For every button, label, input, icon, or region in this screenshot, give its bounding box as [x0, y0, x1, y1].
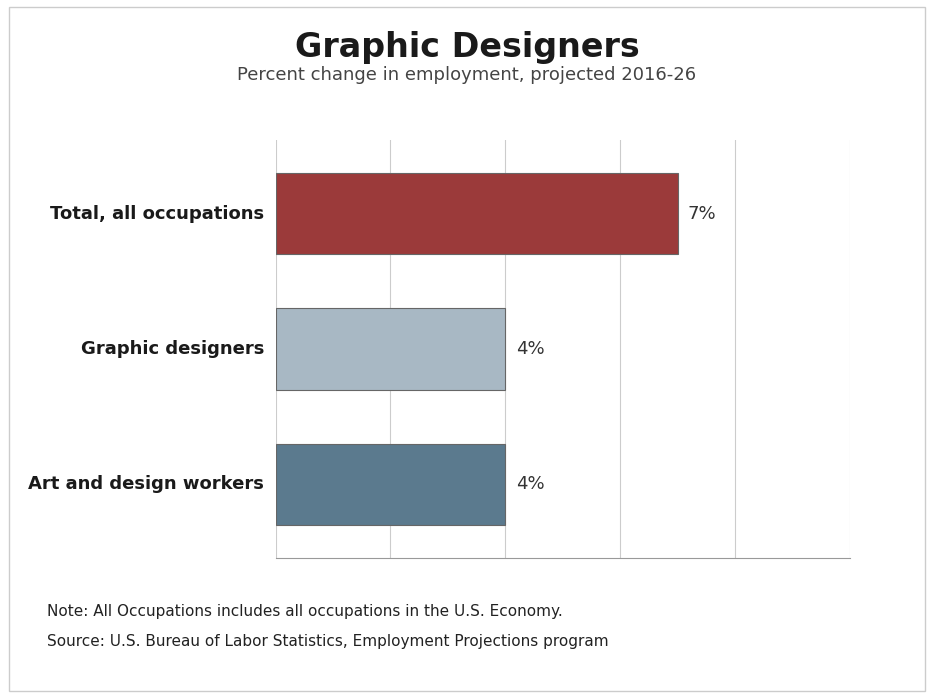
- Text: 7%: 7%: [688, 205, 716, 223]
- Bar: [276, 309, 505, 389]
- Bar: [276, 443, 505, 525]
- Text: Total, all occupations: Total, all occupations: [50, 205, 264, 223]
- Bar: [276, 173, 678, 255]
- Text: Graphic Designers: Graphic Designers: [294, 31, 640, 64]
- Text: Graphic designers: Graphic designers: [80, 340, 264, 358]
- Text: Percent change in employment, projected 2016-26: Percent change in employment, projected …: [237, 66, 697, 84]
- Text: 4%: 4%: [516, 340, 545, 358]
- Text: 4%: 4%: [516, 475, 545, 493]
- Text: Note: All Occupations includes all occupations in the U.S. Economy.: Note: All Occupations includes all occup…: [47, 604, 562, 618]
- Text: Source: U.S. Bureau of Labor Statistics, Employment Projections program: Source: U.S. Bureau of Labor Statistics,…: [47, 634, 608, 648]
- Text: Art and design workers: Art and design workers: [28, 475, 264, 493]
